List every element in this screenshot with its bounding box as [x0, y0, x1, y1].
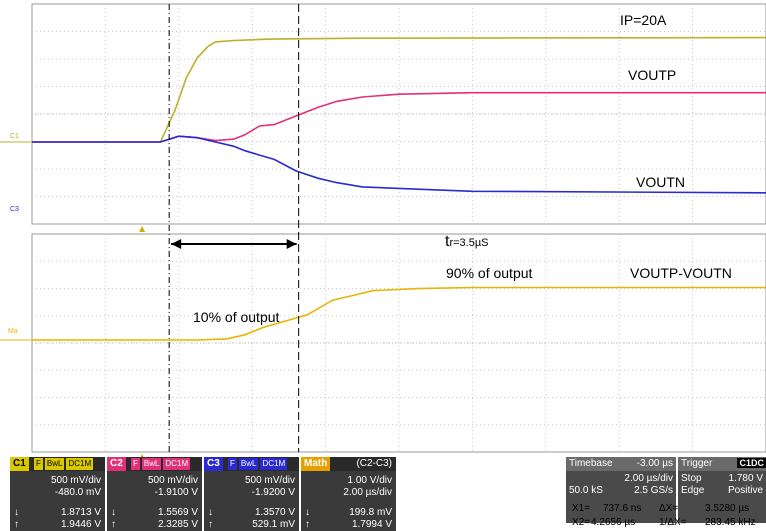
timebase-delay: -3.00 µs	[636, 458, 673, 469]
channel-c1-offset: -480.0 mV	[54, 487, 101, 498]
timebase-box[interactable]: Timebase -3.00 µs 2.00 µs/div 50.0 kS 2.…	[566, 457, 676, 523]
channel-math-min: 199.8 mV	[349, 507, 392, 518]
label-voutn: VOUTN	[636, 174, 685, 190]
trigger-label: Trigger	[681, 458, 713, 469]
measurement-x2-label: X2=	[572, 517, 591, 528]
channel-c3-min-arrow: ↓	[208, 507, 213, 518]
trigger-marker	[139, 226, 146, 232]
bottom-panel-grid	[0, 233, 766, 460]
channel-c3-max: 529.1 mV	[252, 519, 295, 530]
trace-ip-20a	[32, 36, 766, 143]
top-panel-traces	[32, 36, 766, 194]
channel-c3-offset: -1.9200 V	[251, 487, 295, 498]
channel-c2-max: 2.3285 V	[157, 519, 198, 530]
channel-c2-max-arrow: ↑	[111, 519, 116, 530]
label-voutp: VOUTP	[628, 67, 676, 83]
channel-c2-box[interactable]: C2 F BwL DC1M 500 mV/div -1.9100 V ↓ 1.556…	[107, 457, 202, 531]
rise-time-arrowhead-right	[286, 239, 297, 249]
channel-c1-tag: C1	[10, 457, 29, 471]
measurement-dx-label: ΔX=	[659, 503, 679, 514]
measurement-x1-label: X1=	[572, 503, 591, 514]
measurement-x2: 4.2656 µs	[591, 517, 636, 528]
channel-math-tag: Math	[301, 457, 331, 471]
top-panel-grid	[0, 3, 766, 232]
channel-math-min-arrow: ↓	[305, 507, 310, 518]
trigger-box[interactable]: Trigger C1DC Stop 1.780 V Edge Positive	[678, 457, 766, 523]
channel-c3-flags: F BwL DC1M	[228, 458, 288, 470]
channel-c2-tag: C2	[107, 457, 126, 471]
channel-c2-vdiv: 500 mV/div	[147, 475, 198, 486]
channel-marker-math: Ma	[8, 328, 18, 335]
trigger-slope: Positive	[727, 485, 763, 496]
timebase-rate: 2.5 GS/s	[634, 485, 673, 496]
label-ip: IP=20A	[620, 12, 667, 28]
channel-math-max: 1.7994 V	[351, 519, 392, 530]
channel-marker-c3: C3	[10, 206, 19, 213]
channel-math-offset: 2.00 µs/div	[343, 487, 392, 498]
measurement-inv: 283.45 kHz	[705, 517, 756, 528]
timebase-tdiv: 2.00 µs/div	[624, 473, 673, 484]
channel-c1-box[interactable]: C1 F BwL DC1M 500 mV/div -480.0 mV ↓ 1.871…	[10, 457, 105, 531]
timebase-samples: 50.0 kS	[569, 485, 603, 496]
channel-c3-min: 1.3570 V	[254, 507, 295, 518]
measurement-dx: 3.5280 µs	[705, 503, 750, 514]
trigger-type: Edge	[681, 485, 705, 496]
channel-c3-tag: C3	[204, 457, 223, 471]
channel-math-max-arrow: ↑	[305, 519, 310, 530]
measurement-inv-label: 1/ΔX=	[659, 517, 687, 528]
timebase-label: Timebase	[569, 458, 613, 469]
measurement-x1: 737.6 ns	[603, 503, 642, 514]
trace-voutp-voutn	[32, 286, 766, 341]
channel-math-vdiv: 1.00 V/div	[347, 475, 392, 486]
rise-time-arrowhead-left	[171, 239, 182, 249]
channel-marker-c1: C1	[10, 133, 19, 140]
channel-c1-max: 1.9446 V	[60, 519, 101, 530]
time-cursors	[168, 4, 300, 452]
label-voutp-voutn: VOUTP-VOUTN	[630, 265, 732, 281]
label-10pct: 10% of output	[193, 309, 280, 325]
channel-c1-min: 1.8713 V	[60, 507, 101, 518]
channel-c2-offset: -1.9100 V	[154, 487, 198, 498]
trigger-channel: C1DC	[737, 458, 766, 468]
channel-c1-flags: F BwL DC1M	[34, 458, 94, 470]
channel-c2-min-arrow: ↓	[111, 507, 116, 518]
channel-c3-max-arrow: ↑	[208, 519, 213, 530]
bottom-panel-traces	[32, 286, 766, 341]
channel-c3-vdiv: 500 mV/div	[244, 475, 295, 486]
channel-c2-min: 1.5569 V	[157, 507, 198, 518]
trigger-level: 1.780 V	[728, 473, 763, 484]
label-90pct: 90% of output	[446, 265, 533, 281]
trace-voutn	[32, 135, 766, 194]
trigger-mode: Stop	[681, 473, 702, 484]
channel-math-formula: (C2-C3)	[356, 458, 392, 469]
rise-time-label: tr=3.5µS	[445, 233, 489, 250]
channel-c2-flags: F BwL DC1M	[131, 458, 191, 470]
channel-c1-min-arrow: ↓	[14, 507, 19, 518]
channel-math-box[interactable]: Math (C2-C3) 1.00 V/div 2.00 µs/div ↓ 19…	[301, 457, 396, 531]
channel-c1-vdiv: 500 mV/div	[50, 475, 101, 486]
channel-c1-max-arrow: ↑	[14, 519, 19, 530]
channel-c3-box[interactable]: C3 F BwL DC1M 500 mV/div -1.9200 V ↓ 1.357…	[204, 457, 299, 531]
